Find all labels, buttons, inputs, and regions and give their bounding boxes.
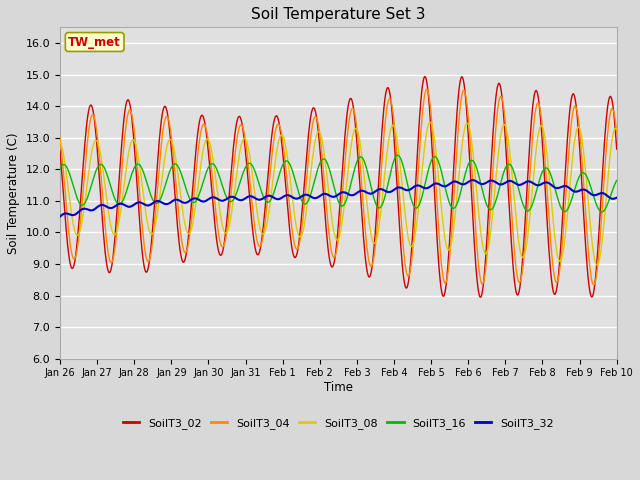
Y-axis label: Soil Temperature (C): Soil Temperature (C)	[7, 132, 20, 254]
Title: Soil Temperature Set 3: Soil Temperature Set 3	[251, 7, 426, 22]
Legend: SoilT3_02, SoilT3_04, SoilT3_08, SoilT3_16, SoilT3_32: SoilT3_02, SoilT3_04, SoilT3_08, SoilT3_…	[118, 414, 559, 434]
X-axis label: Time: Time	[324, 381, 353, 394]
Text: TW_met: TW_met	[68, 36, 121, 48]
